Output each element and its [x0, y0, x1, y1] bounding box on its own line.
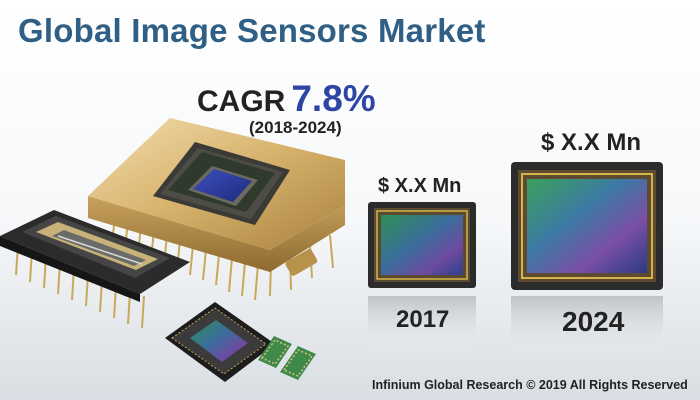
cagr-value: 7.8%: [291, 78, 376, 119]
cagr: CAGR 7.8%: [197, 78, 376, 120]
copyright-footer: Infinium Global Research © 2019 All Righ…: [372, 378, 688, 392]
cagr-label: CAGR: [197, 85, 286, 118]
market-value-2017: $ X.X Mn: [378, 175, 462, 197]
sensor-2024: [511, 162, 663, 360]
year-label-2024: 2024: [562, 306, 625, 337]
year-label-2017: 2017: [396, 306, 450, 333]
market-value-2024: $ X.X Mn: [541, 129, 642, 156]
small-cmos-sensor-chip: [165, 302, 275, 382]
gold-ceramic-sensor-package: [88, 118, 345, 301]
cagr-period: (2018-2024): [249, 118, 342, 137]
sensor-2017: [368, 202, 476, 356]
linear-ccd-sensor-chip: [0, 210, 190, 329]
smd-component: [258, 336, 316, 380]
page-title: Global Image Sensors Market: [18, 12, 486, 49]
